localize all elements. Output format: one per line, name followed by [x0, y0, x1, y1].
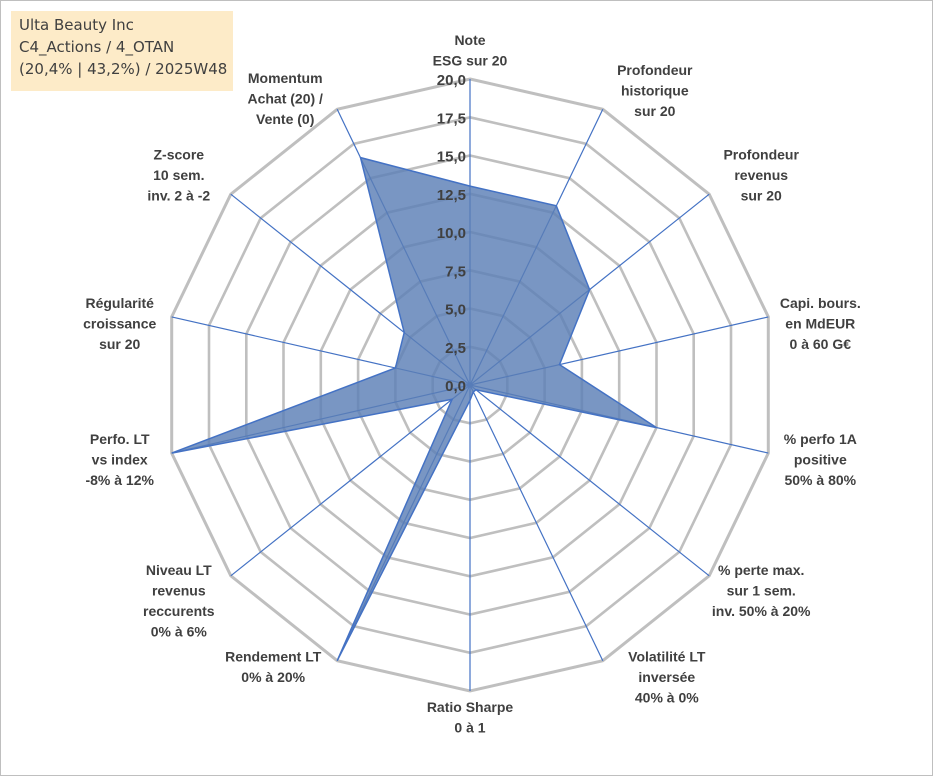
axis-label-9: Niveau LT revenus reccurents 0% à 6% — [143, 562, 215, 640]
axis-label-line: Régularité — [85, 295, 154, 311]
axis-label-line: sur 20 — [99, 336, 140, 352]
axis-label-line: revenus — [734, 167, 788, 183]
tick-label-5: 12,5 — [437, 187, 466, 204]
tick-label-8: 20,0 — [437, 72, 466, 89]
tick-label-1: 2,5 — [445, 340, 466, 357]
axis-label-8: Rendement LT 0% à 20% — [225, 649, 322, 686]
axis-label-line: % perfo 1A — [784, 431, 857, 447]
axis-label-line: 0% à 20% — [241, 669, 305, 685]
tick-label-7: 17,5 — [437, 110, 466, 127]
axis-label-line: sur 20 — [741, 188, 782, 204]
axis-label-line: croissance — [83, 315, 156, 331]
tick-label-4: 10,0 — [437, 225, 466, 242]
axis-label-11: Régularité croissance sur 20 — [83, 295, 156, 352]
axis-label-line: % perte max. — [718, 562, 804, 578]
axis-label-line: Profondeur — [723, 147, 799, 163]
axis-label-line: 50% à 80% — [784, 472, 856, 488]
axis-label-line: 0% à 6% — [151, 623, 208, 639]
performance-stats: (20,4% | 43,2%) / 2025W48 — [19, 58, 233, 80]
axis-label-6: Volatilité LT inversée 40% à 0% — [628, 649, 706, 706]
axis-label-line: inv. 50% à 20% — [712, 603, 811, 619]
axis-label-line: sur 1 sem. — [727, 582, 796, 598]
axis-label-1: Profondeur historique sur 20 — [617, 62, 693, 119]
axis-label-line: Momentum — [248, 70, 323, 86]
axis-label-0: Note ESG sur 20 — [433, 32, 508, 69]
axis-label-line: historique — [621, 82, 689, 98]
axis-label-line: Profondeur — [617, 62, 693, 78]
axis-label-12: Z-score 10 sem. inv. 2 à -2 — [147, 147, 210, 204]
axis-label-2: Profondeur revenus sur 20 — [723, 147, 799, 204]
axis-label-line: ESG sur 20 — [433, 53, 508, 69]
axis-label-line: Volatilité LT — [628, 649, 706, 665]
axis-label-line: Perfo. LT — [90, 431, 150, 447]
axis-label-line: sur 20 — [634, 103, 675, 119]
axis-label-10: Perfo. LT vs index -8% à 12% — [85, 431, 154, 488]
axis-label-line: Ratio Sharpe — [427, 699, 514, 715]
tick-label-6: 15,0 — [437, 149, 466, 166]
axis-label-line: Niveau LT — [146, 562, 212, 578]
axis-label-line: inv. 2 à -2 — [147, 188, 210, 204]
axis-label-line: reccurents — [143, 603, 215, 619]
axis-spoke-6 — [470, 385, 603, 661]
axis-label-7: Ratio Sharpe 0 à 1 — [427, 699, 514, 736]
axis-label-line: positive — [794, 452, 847, 468]
tick-label-3: 7,5 — [445, 263, 466, 280]
axis-label-line: Achat (20) / — [247, 90, 323, 106]
axis-label-4: % perfo 1A positive 50% à 80% — [784, 431, 857, 488]
axis-label-line: 40% à 0% — [635, 690, 699, 706]
tick-label-0: 0,0 — [445, 378, 466, 395]
axis-label-line: Z-score — [154, 147, 205, 163]
axis-label-line: vs index — [92, 452, 148, 468]
axis-label-line: en MdEUR — [785, 315, 855, 331]
axis-label-13: Momentum Achat (20) / Vente (0) — [247, 70, 323, 127]
axis-label-line: 0 à 60 G€ — [790, 336, 852, 352]
axis-label-line: Rendement LT — [225, 649, 322, 665]
info-box: Ulta Beauty Inc C4_Actions / 4_OTAN (20,… — [11, 11, 233, 91]
portfolio-name: C4_Actions / 4_OTAN — [19, 36, 233, 58]
axis-label-line: 0 à 1 — [454, 720, 485, 736]
axis-label-line: Note — [454, 32, 485, 48]
tick-label-2: 5,0 — [445, 302, 466, 319]
axis-label-line: revenus — [152, 582, 206, 598]
axis-label-line: -8% à 12% — [85, 472, 154, 488]
axis-label-3: Capi. bours. en MdEUR 0 à 60 G€ — [780, 295, 861, 352]
axis-label-line: Capi. bours. — [780, 295, 861, 311]
company-name: Ulta Beauty Inc — [19, 14, 233, 36]
axis-label-line: 10 sem. — [153, 167, 204, 183]
axis-label-line: inversée — [638, 669, 695, 685]
axis-label-line: Vente (0) — [256, 111, 314, 127]
axis-label-5: % perte max. sur 1 sem. inv. 50% à 20% — [712, 562, 811, 619]
